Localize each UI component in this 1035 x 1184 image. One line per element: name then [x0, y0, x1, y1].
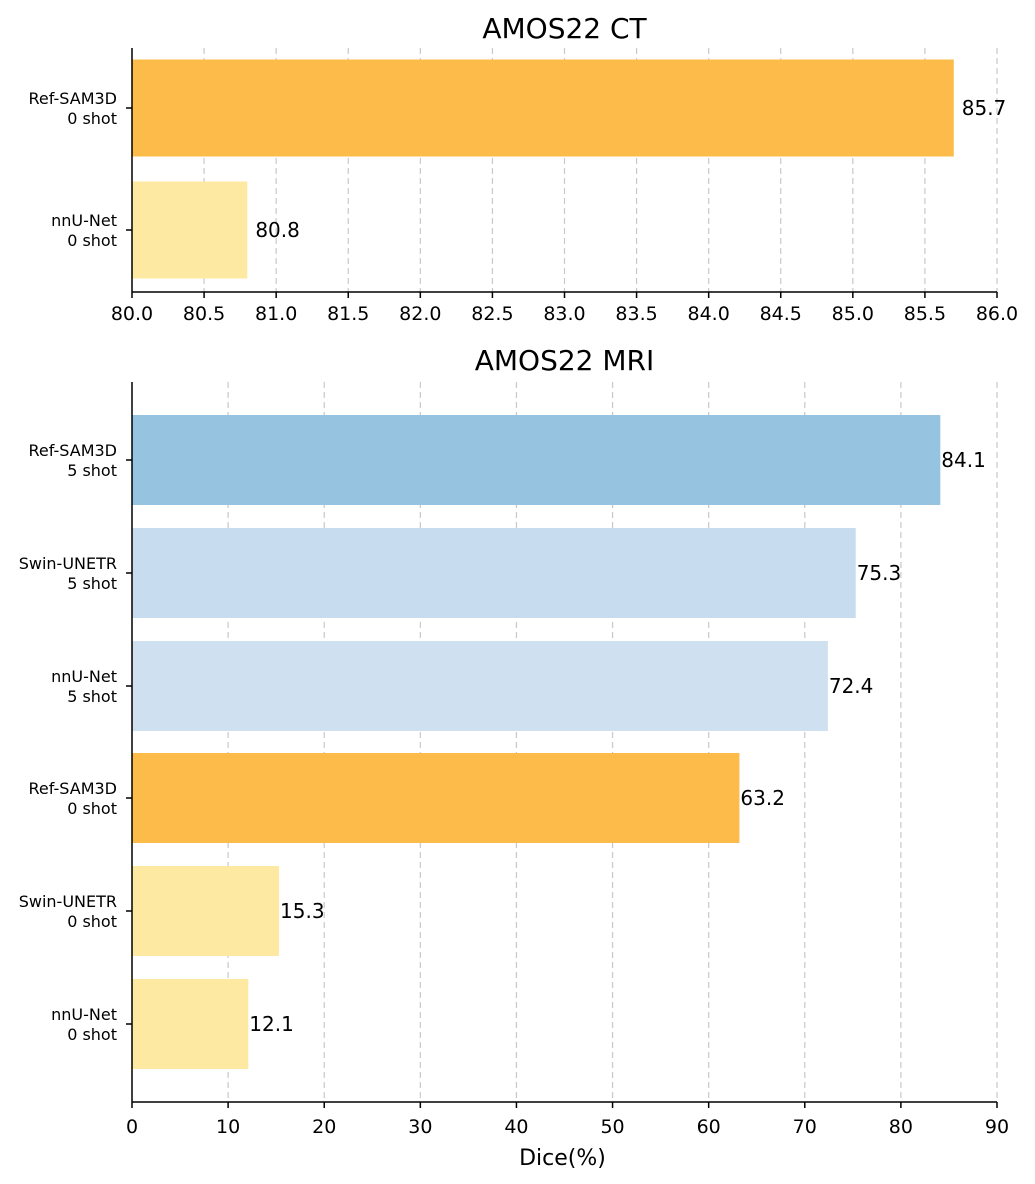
x-tick-label: 85.5 [904, 303, 946, 325]
x-tick-label: 70 [793, 1116, 817, 1138]
y-tick-label-setting: 5 shot [67, 687, 117, 706]
x-tick-label: 80 [889, 1116, 913, 1138]
x-tick-label: 85.0 [832, 303, 874, 325]
chart-title: AMOS22 CT [482, 12, 647, 45]
data-label: 80.8 [255, 218, 300, 242]
data-label: 15.3 [280, 899, 325, 923]
x-tick-label: 10 [216, 1116, 240, 1138]
y-tick-label-setting: 5 shot [67, 574, 117, 593]
x-tick-label: 82.5 [471, 303, 513, 325]
y-tick-label-model: Ref-SAM3D [29, 441, 117, 460]
x-tick-label: 83.5 [615, 303, 657, 325]
x-tick-label: 30 [408, 1116, 432, 1138]
x-tick-label: 86.0 [976, 303, 1018, 325]
x-tick-label: 82.0 [399, 303, 441, 325]
y-tick-label-setting: 0 shot [67, 912, 117, 931]
x-tick-label: 80.0 [111, 303, 153, 325]
chart-title: AMOS22 MRI [475, 344, 655, 377]
y-tick-label-model: Ref-SAM3D [29, 89, 117, 108]
y-tick-label-setting: 0 shot [67, 231, 117, 250]
y-tick-label-setting: 5 shot [67, 461, 117, 480]
x-tick-label: 50 [600, 1116, 624, 1138]
bar [132, 866, 280, 956]
x-tick-label: 60 [697, 1116, 721, 1138]
x-tick-label: 84.0 [688, 303, 730, 325]
chart-panel-1: AMOS22 CT 80.0 80.5 81.0 81.5 82.0 82.5 83.0 83.… [29, 12, 1019, 325]
x-tick-label: 81.5 [327, 303, 369, 325]
y-tick-label-model: nnU-Net [51, 1005, 117, 1024]
bar [132, 181, 248, 279]
data-label: 85.7 [962, 96, 1007, 120]
bar [132, 641, 828, 731]
bar [132, 59, 954, 157]
y-tick-label-setting: 0 shot [67, 1025, 117, 1044]
y-tick-label-model: Ref-SAM3D [29, 779, 117, 798]
x-tick-label: 40 [504, 1116, 528, 1138]
data-label: 75.3 [857, 561, 902, 585]
x-tick-label: 80.5 [183, 303, 225, 325]
bar [132, 753, 740, 843]
y-tick-label-model: Swin-UNETR [19, 554, 117, 573]
x-tick-label: 0 [126, 1116, 138, 1138]
data-label: 12.1 [249, 1012, 294, 1036]
x-tick-label: 84.5 [760, 303, 802, 325]
y-tick-label-model: nnU-Net [51, 211, 117, 230]
y-tick-label-setting: 0 shot [67, 109, 117, 128]
x-axis-label: Dice(%) [519, 1146, 606, 1171]
x-tick-label: 81.0 [255, 303, 297, 325]
y-tick-label-model: nnU-Net [51, 667, 117, 686]
bar [132, 415, 941, 505]
bar [132, 528, 856, 618]
data-label: 84.1 [941, 448, 986, 472]
x-tick-label: 90 [985, 1116, 1009, 1138]
data-label: 72.4 [829, 674, 874, 698]
y-tick-label-setting: 0 shot [67, 799, 117, 818]
x-tick-label: 20 [312, 1116, 336, 1138]
data-label: 63.2 [740, 786, 785, 810]
bar [132, 979, 249, 1069]
x-tick-label: 83.0 [543, 303, 585, 325]
y-tick-label-model: Swin-UNETR [19, 892, 117, 911]
